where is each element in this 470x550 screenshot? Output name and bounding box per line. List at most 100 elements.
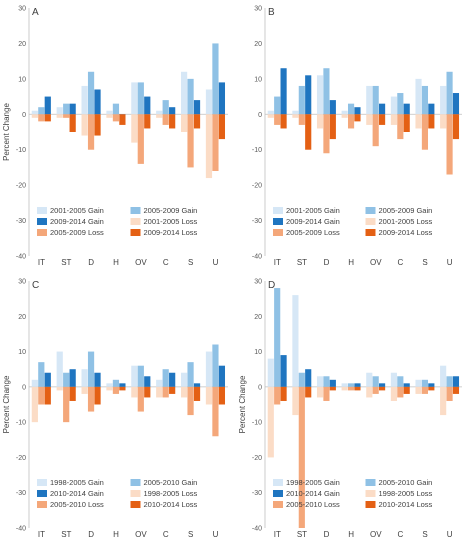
panel-a-y-tick-label: 10 xyxy=(18,76,26,83)
panel-c-bar-ov-2005-2010-loss xyxy=(137,386,144,412)
panel-c-bar-s-2005-2010-gain xyxy=(187,362,194,387)
panel-d-legend-swatch xyxy=(273,490,283,497)
panel-a-bar-s-2005-2009-loss xyxy=(187,114,194,168)
panel-d-bar-st-2005-2010-loss xyxy=(298,386,305,528)
panel-c-bar-d-2010-2014-gain xyxy=(94,372,101,387)
panel-a-bar-h-2001-2005-loss xyxy=(106,114,113,118)
panel-c-y-tick-label: -30 xyxy=(16,490,26,497)
panel-c-bar-d-2005-2010-loss xyxy=(87,386,95,412)
panel-a-bar-u-2001-2005-loss xyxy=(205,114,213,179)
panel-b-x-tick-label: U xyxy=(447,258,453,267)
panel-b-bar-ov-2005-2009-loss xyxy=(372,114,379,147)
panel-a-y-tick-label: 20 xyxy=(18,41,26,48)
panel-d-y-tick-label: -20 xyxy=(252,455,262,462)
panel-b-bar-it-2001-2005-gain xyxy=(267,110,274,115)
panel-b-bar-u-2005-2009-gain xyxy=(446,71,453,115)
panel-b-bar-u-2009-2014-loss xyxy=(452,114,460,140)
panel-c-bar-c-2010-2014-loss xyxy=(169,386,176,394)
panel-b-bar-s-2001-2005-gain xyxy=(415,78,422,115)
panel-d-bar-d-1998-2005-gain xyxy=(316,376,324,387)
panel-c-bar-st-2010-2014-gain xyxy=(69,369,76,387)
panel-b-bar-it-2009-2014-gain xyxy=(280,68,287,115)
panel-b-x-tick-label: OV xyxy=(370,258,382,267)
panel-c-bar-c-2010-2014-gain xyxy=(169,372,176,387)
panel-a-bar-s-2009-2014-loss xyxy=(193,114,201,129)
panel-d-bar-ov-2005-2010-loss xyxy=(372,386,379,394)
panel-c-bar-st-1998-2005-loss xyxy=(56,386,63,391)
panel-a-legend-swatch xyxy=(130,229,141,236)
panel-d-legend-swatch xyxy=(273,479,283,486)
panel-b-x-tick-label: C xyxy=(398,258,404,267)
panel-a-x-tick-label: H xyxy=(113,258,119,267)
panel-a-bar-d-2005-2009-loss xyxy=(87,114,95,150)
panel-b-bar-st-2005-2009-gain xyxy=(298,85,305,115)
panel-c-x-tick-label: C xyxy=(163,530,169,539)
panel-a-x-tick-label: D xyxy=(88,258,94,267)
panel-a-legend-label: 2005-2009 Loss xyxy=(50,228,104,237)
panel-d-bar-st-2010-2014-loss xyxy=(305,386,312,398)
panel-a-bar-c-2005-2009-loss xyxy=(162,114,169,125)
panel-b-bar-ov-2001-2005-gain xyxy=(366,85,373,115)
panel-d-bar-c-1998-2005-loss xyxy=(390,386,397,401)
panel-a-bar-it-2009-2014-gain xyxy=(44,96,51,115)
panel-b-legend-label: 2009-2014 Gain xyxy=(286,217,340,226)
panel-a-bar-ov-2001-2005-loss xyxy=(131,114,138,143)
panel-c-legend-swatch xyxy=(130,479,141,486)
panel-c-bar-ov-2010-2014-gain xyxy=(144,376,151,387)
panel-d-legend-label: 2010-2014 Loss xyxy=(379,500,433,509)
panel-d-bar-d-1998-2005-loss xyxy=(316,386,324,398)
panel-b-bar-ov-2009-2014-gain xyxy=(379,103,386,115)
panel-d-bar-u-1998-2005-loss xyxy=(440,386,447,416)
panel-a-label: A xyxy=(32,7,39,18)
panel-c-y-tick-label: 30 xyxy=(18,279,26,286)
panel-b-legend-label: 2001-2005 Gain xyxy=(286,206,340,215)
panel-d-bar-ov-1998-2005-loss xyxy=(366,386,373,398)
panel-c-bar-it-2010-2014-gain xyxy=(44,372,51,387)
panel-a-bar-s-2005-2009-gain xyxy=(187,78,194,115)
panel-d-x-tick-label: U xyxy=(447,530,453,539)
panel-c-bar-d-1998-2005-loss xyxy=(81,386,88,394)
panel-b-x-tick-label: ST xyxy=(297,258,307,267)
panel-a-legend-swatch xyxy=(37,207,47,214)
panel-c-bar-ov-1998-2005-loss xyxy=(131,386,138,398)
panel-b-bar-s-2001-2005-loss xyxy=(415,114,422,129)
panel-c-bar-st-2010-2014-loss xyxy=(69,386,76,401)
panel-a-bar-s-2009-2014-gain xyxy=(193,100,201,115)
panel-a-x-tick-label: ST xyxy=(61,258,71,267)
panel-d-y-tick-label: -40 xyxy=(252,526,262,533)
panel-d-bar-h-2005-2010-gain xyxy=(347,383,355,387)
panel-b-legend-swatch xyxy=(273,207,283,214)
panel-c-bar-h-1998-2005-gain xyxy=(106,383,113,387)
panel-a-bar-u-2005-2009-gain xyxy=(212,43,219,115)
panel-d-bar-c-2005-2010-loss xyxy=(397,386,404,398)
panel-b-bar-s-2005-2009-gain xyxy=(421,85,429,115)
panel-d-legend-label: 1998-2005 Loss xyxy=(379,489,433,498)
panel-c-bar-it-2010-2014-loss xyxy=(44,386,51,405)
panel-b-bar-st-2009-2014-gain xyxy=(305,75,312,115)
panel-d-label: D xyxy=(268,280,275,291)
panel-a-bar-st-2001-2005-loss xyxy=(56,114,63,118)
panel-b-bar-c-2009-2014-gain xyxy=(403,103,410,115)
panel-c-bar-ov-2005-2010-gain xyxy=(137,365,144,387)
panel-d-bar-s-2010-2014-gain xyxy=(428,383,435,387)
panel-d-bar-s-1998-2005-gain xyxy=(415,379,422,387)
panel-d-bar-h-1998-2005-gain xyxy=(341,383,348,387)
panel-d-bar-d-2005-2010-loss xyxy=(323,386,330,401)
panel-a-bar-d-2001-2005-loss xyxy=(81,114,88,136)
panel-a-y-tick-label: 30 xyxy=(18,6,26,13)
panel-c-bar-st-1998-2005-gain xyxy=(56,351,63,387)
panel-a-legend-label: 2009-2014 Loss xyxy=(144,228,198,237)
panel-d-bar-ov-2010-2014-gain xyxy=(379,383,386,387)
panel-c-legend-swatch xyxy=(37,479,47,486)
panel-a-bar-h-2005-2009-gain xyxy=(112,103,120,115)
panel-c-legend-label: 2005-2010 Gain xyxy=(144,478,198,487)
panel-d-x-tick-label: OV xyxy=(370,530,382,539)
panel-b-bar-h-2005-2009-gain xyxy=(347,103,355,115)
panel-c-x-tick-label: IT xyxy=(38,530,45,539)
panel-c-bar-s-1998-2005-gain xyxy=(180,372,188,387)
panel-c-bar-u-2005-2010-loss xyxy=(212,386,219,437)
panel-d-y-tick-label: 30 xyxy=(254,279,262,286)
panel-a-bar-d-2009-2014-gain xyxy=(94,89,101,115)
panel-b-y-tick-label: 20 xyxy=(254,41,262,48)
